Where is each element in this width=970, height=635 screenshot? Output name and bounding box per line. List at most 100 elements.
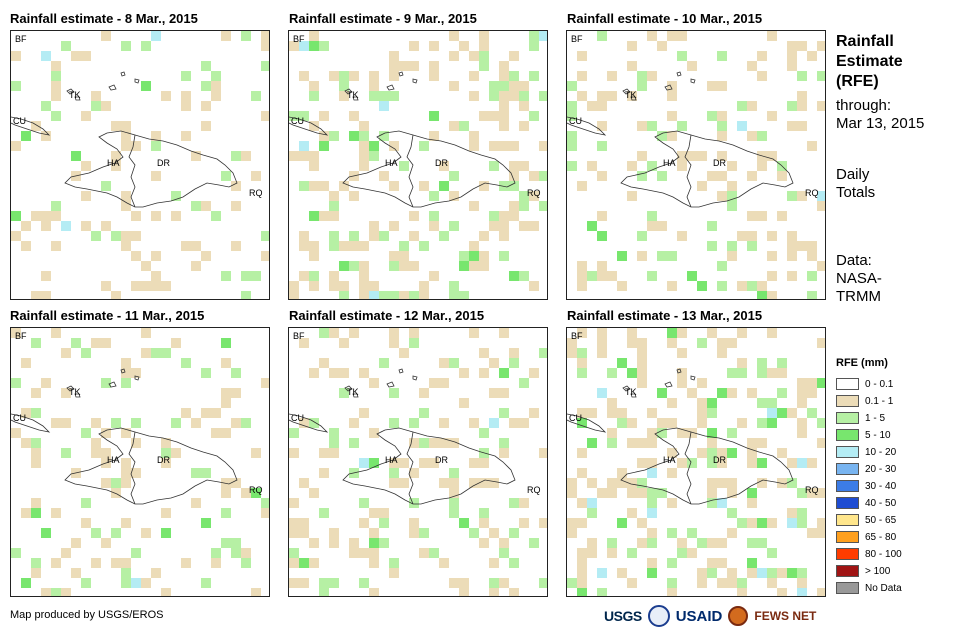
rain-cell (141, 81, 151, 91)
rain-cell (529, 71, 539, 81)
rain-cell (757, 131, 767, 141)
rain-cell (817, 338, 825, 348)
island-outline (398, 71, 404, 77)
rain-cell (577, 261, 587, 271)
rain-cell (499, 101, 509, 111)
rain-cell (767, 291, 777, 299)
rain-cell (449, 468, 459, 478)
rain-cell (767, 151, 777, 161)
rain-cell (797, 428, 807, 438)
rain-cell (807, 458, 817, 468)
rain-cell (449, 488, 459, 498)
rain-cell (817, 528, 825, 538)
rain-cell (577, 181, 587, 191)
rain-cell (329, 578, 339, 588)
rain-cell (329, 281, 339, 291)
rain-cell (121, 368, 131, 378)
rain-cell (489, 221, 499, 231)
rain-cell (489, 478, 499, 488)
rain-cell (21, 438, 31, 448)
rain-cell (489, 388, 499, 398)
rain-cell (329, 528, 339, 538)
rain-cell (289, 428, 299, 438)
rain-cell (807, 528, 817, 538)
rain-cell (261, 41, 269, 51)
rain-cell (787, 271, 797, 281)
rain-cell (299, 528, 309, 538)
rain-cell (171, 211, 181, 221)
legend-label: 5 - 10 (865, 429, 891, 441)
rain-cell (221, 398, 231, 408)
rain-cell (489, 418, 499, 428)
rain-cell (567, 101, 577, 111)
rain-cell (309, 558, 319, 568)
rain-cell (667, 418, 677, 428)
rain-cell (459, 261, 469, 271)
rain-cell (587, 508, 597, 518)
rain-cell (329, 201, 339, 211)
rain-cell (717, 81, 727, 91)
rain-cell (389, 418, 399, 428)
rain-cell (91, 418, 101, 428)
rain-cell (121, 131, 131, 141)
rain-cell (231, 181, 241, 191)
island-outline (664, 381, 673, 388)
rain-cell (309, 121, 319, 131)
rain-cell (707, 241, 717, 251)
rain-cell (677, 328, 687, 338)
rain-cell (787, 51, 797, 61)
rain-cell (509, 358, 519, 368)
rain-cell (577, 568, 587, 578)
rain-cell (757, 458, 767, 468)
rain-cell (607, 428, 617, 438)
rain-cell (369, 378, 379, 388)
rain-cell (499, 91, 509, 101)
rain-cell (121, 458, 131, 468)
rain-cell (677, 538, 687, 548)
rain-cell (241, 31, 251, 41)
rain-cell (181, 101, 191, 111)
rain-cell (71, 151, 81, 161)
rain-cell (479, 231, 489, 241)
rain-cell (597, 141, 607, 151)
rain-cell (131, 468, 141, 478)
rain-cell (359, 281, 369, 291)
rain-cell (181, 558, 191, 568)
rain-cell (319, 131, 329, 141)
rain-cell (31, 458, 41, 468)
rain-cell (479, 251, 489, 261)
rain-cell (797, 458, 807, 468)
rain-cell (499, 448, 509, 458)
rain-cell (707, 408, 717, 418)
rain-cell (369, 81, 379, 91)
rain-cell (637, 71, 647, 81)
rain-cell (717, 448, 727, 458)
rain-cell (161, 588, 171, 596)
rain-cell (419, 438, 429, 448)
rain-cell (309, 281, 319, 291)
rain-cell (449, 498, 459, 508)
rain-cell (707, 428, 717, 438)
rain-cell (627, 338, 637, 348)
map-label-bf: BF (293, 331, 305, 341)
rain-cell (31, 498, 41, 508)
map-label-cu: CU (569, 116, 582, 126)
rain-cell (727, 161, 737, 171)
rain-cell (11, 51, 21, 61)
rain-cell (607, 548, 617, 558)
rain-cell (647, 508, 657, 518)
rain-cell (231, 418, 241, 428)
rain-cell (489, 91, 499, 101)
rain-cell (31, 508, 41, 518)
rain-cell (309, 161, 319, 171)
rain-cell (349, 231, 359, 241)
rain-cell (449, 121, 459, 131)
rain-cell (251, 488, 261, 498)
rain-cell (489, 161, 499, 171)
rain-cell (379, 91, 389, 101)
rain-cell (111, 161, 121, 171)
rain-cell (51, 61, 61, 71)
rain-cell (151, 141, 161, 151)
rain-cell (289, 41, 299, 51)
rain-cell (439, 378, 449, 388)
